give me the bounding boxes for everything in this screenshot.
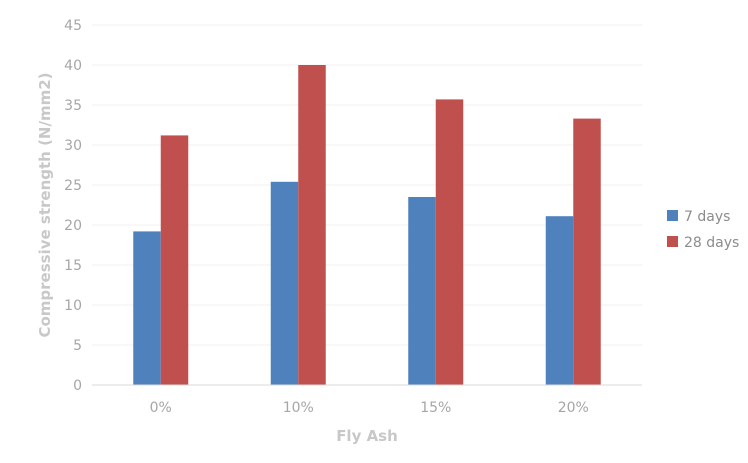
bar-7-days-1 [270, 181, 299, 385]
x-axis-title: Fly Ash [336, 427, 398, 445]
x-tick-label: 15% [420, 400, 451, 416]
y-axis-title: Compressive strength (N/mm2) [36, 72, 54, 337]
legend-label: 28 days [684, 235, 739, 251]
bar-28-days-0 [160, 135, 189, 385]
y-tick-label: 30 [64, 138, 82, 154]
x-tick-label: 10% [283, 400, 314, 416]
legend: 7 days 28 days [667, 209, 739, 251]
bar-7-days-0 [133, 231, 161, 385]
y-tick-label: 15 [64, 258, 82, 274]
bars [133, 65, 601, 386]
bar-7-days-2 [408, 197, 436, 385]
bar-28-days-3 [573, 118, 601, 385]
y-tick-label: 20 [64, 218, 82, 234]
bar-7-days-3 [545, 216, 574, 385]
y-tick-label: 0 [73, 378, 82, 394]
x-tick-label: 20% [558, 400, 589, 416]
y-tick-label: 40 [64, 58, 82, 74]
y-tick-label: 5 [73, 338, 82, 354]
x-axis-ticks: 0% 10% 15% 20% [150, 400, 589, 416]
x-tick-label: 0% [150, 400, 172, 416]
bar-28-days-1 [298, 65, 326, 385]
y-tick-label: 35 [64, 98, 82, 114]
y-axis-ticks: 0 5 10 15 20 25 30 35 40 45 [64, 18, 82, 394]
legend-label: 7 days [684, 209, 730, 225]
y-tick-label: 25 [64, 178, 82, 194]
y-tick-label: 10 [64, 298, 82, 314]
legend-swatch [667, 210, 678, 221]
y-tick-label: 45 [64, 18, 82, 34]
bar-28-days-2 [435, 99, 464, 386]
legend-swatch [667, 236, 678, 247]
